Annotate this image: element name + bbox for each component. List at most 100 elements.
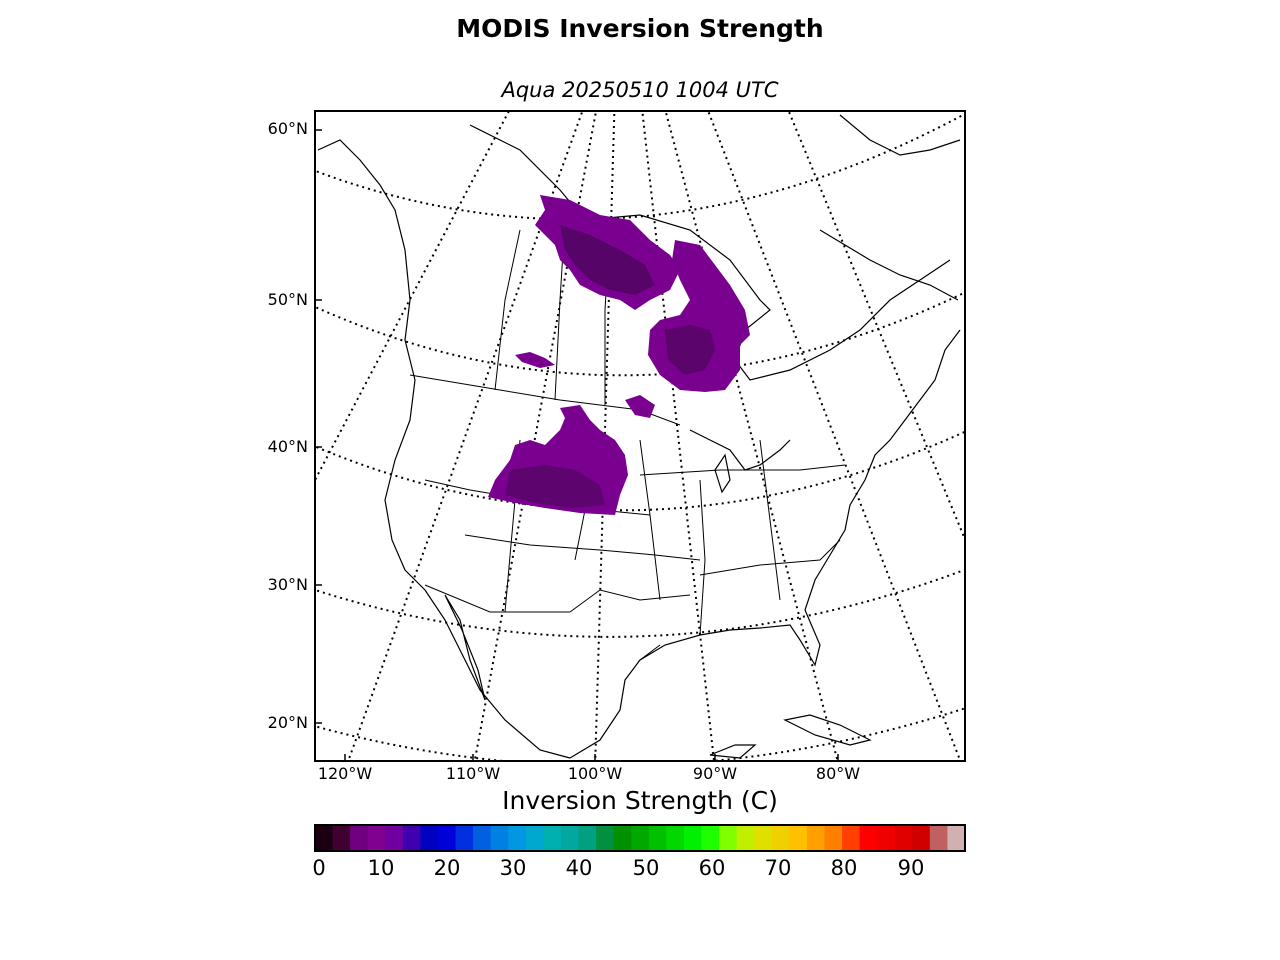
parallel-30n xyxy=(315,568,965,638)
yucatan xyxy=(709,744,757,759)
mississippi xyxy=(699,479,706,636)
parallel-50n xyxy=(315,291,965,377)
colorbar-segment xyxy=(929,825,948,851)
colorbar-segment xyxy=(385,825,404,851)
colorbar-segment xyxy=(367,825,386,851)
colorbar-segment xyxy=(350,825,369,851)
colorbar-segment xyxy=(683,825,702,851)
meridian-60w xyxy=(787,111,965,542)
colorbar-segment xyxy=(771,825,790,851)
meridians xyxy=(315,111,965,761)
map-frame xyxy=(314,110,966,762)
inversion-patch-hudson-core xyxy=(665,325,715,375)
borders xyxy=(409,219,846,661)
colorbar-tick: 40 xyxy=(565,856,593,880)
colorbar-segment xyxy=(437,825,457,851)
inversion-patch-ontario xyxy=(625,395,655,418)
meridian-110w xyxy=(473,111,598,761)
lat-label-60n: 60°N xyxy=(267,119,308,138)
colorbar-tick: 20 xyxy=(433,856,461,880)
meridian-70w xyxy=(707,111,961,761)
baffin-coast xyxy=(839,114,961,156)
parallel-40n xyxy=(315,430,965,512)
mexico-border xyxy=(424,584,570,613)
axis-ticks xyxy=(315,129,839,761)
lon-label-110w: 110°W xyxy=(445,764,501,783)
colorbar-segment xyxy=(877,825,896,851)
colorbar-segment xyxy=(455,825,474,851)
lat-label-40n: 40°N xyxy=(267,437,308,456)
colorbar-title: Inversion Strength (C) xyxy=(502,786,778,815)
baja-california xyxy=(444,594,486,701)
inversion-field xyxy=(488,195,750,515)
colorbar-segment xyxy=(315,825,334,851)
tamaulipas xyxy=(639,644,661,661)
labrador-coast xyxy=(819,229,959,301)
lon-label-120w: 120°W xyxy=(317,764,373,783)
meridian-80w xyxy=(664,111,839,761)
map-layer xyxy=(315,111,965,761)
colorbar-segment xyxy=(525,825,544,851)
colorbar-segment xyxy=(613,825,632,851)
colorbar-segment xyxy=(701,825,720,851)
coastlines xyxy=(317,114,961,759)
colorbar-segment xyxy=(420,825,439,851)
colorbar-segment xyxy=(508,825,527,851)
colorbar-tick: 70 xyxy=(764,856,792,880)
colorbar-tick: 10 xyxy=(367,856,395,880)
colorbar-segment xyxy=(912,825,931,851)
chart-subtitle: Aqua 20250510 1004 UTC xyxy=(501,78,779,102)
colorbar-segment xyxy=(578,825,597,851)
lake-michigan xyxy=(714,453,731,494)
lat-label-30n: 30°N xyxy=(267,575,308,594)
mn-ia-mo-ar xyxy=(639,439,661,601)
colorbar-tick: 60 xyxy=(698,856,726,880)
inversion-patch-small xyxy=(515,352,555,368)
colorbar-segment xyxy=(473,825,492,851)
us-row-mid xyxy=(639,464,846,476)
colorbar-segment xyxy=(543,825,562,851)
oh-ky-ga xyxy=(759,439,781,601)
colorbar-segment xyxy=(719,825,738,851)
colorbar-segment xyxy=(806,825,825,851)
lat-label-50n: 50°N xyxy=(267,290,308,309)
colorbar-segment xyxy=(824,825,843,851)
us-canada-border xyxy=(409,374,681,426)
us-row-south xyxy=(699,539,841,576)
parallels xyxy=(315,112,965,761)
cuba xyxy=(783,714,872,746)
colorbar-tick: 90 xyxy=(897,856,925,880)
ab-sk-border xyxy=(494,229,521,391)
colorbar-frame xyxy=(314,824,966,852)
chart-title: MODIS Inversion Strength xyxy=(456,14,824,43)
pacific-coast xyxy=(317,139,571,759)
gulf-atlantic-coast xyxy=(569,329,961,759)
lat-label-20n: 20°N xyxy=(267,713,308,732)
inversion-patch-plains-core xyxy=(505,465,605,508)
colorbar-segment xyxy=(666,825,685,851)
colorbar-segment xyxy=(490,825,509,851)
colorbar xyxy=(315,825,966,851)
colorbar-segment xyxy=(648,825,667,851)
colorbar-segment xyxy=(560,825,580,851)
colorbar-segment xyxy=(894,825,913,851)
colorbar-tick: 0 xyxy=(312,856,326,880)
lon-label-100w: 100°W xyxy=(567,764,623,783)
meridian-90w xyxy=(641,111,716,761)
colorbar-segment xyxy=(596,825,615,851)
colorbar-segment xyxy=(402,825,421,851)
tx-border xyxy=(569,589,691,613)
meridian-130w xyxy=(315,111,511,481)
inversion-patch-plains xyxy=(488,405,628,515)
inversion-patch-canada-west-core xyxy=(560,225,655,295)
parallel-60n xyxy=(315,112,965,221)
parallel-20n xyxy=(315,707,965,761)
colorbar-segment xyxy=(842,825,861,851)
colorbar-segment xyxy=(754,825,773,851)
colorbar-tick: 50 xyxy=(632,856,660,880)
great-lakes xyxy=(689,429,791,471)
lon-label-90w: 90°W xyxy=(692,764,738,783)
colorbar-segment xyxy=(631,825,650,851)
colorbar-segment xyxy=(789,825,808,851)
